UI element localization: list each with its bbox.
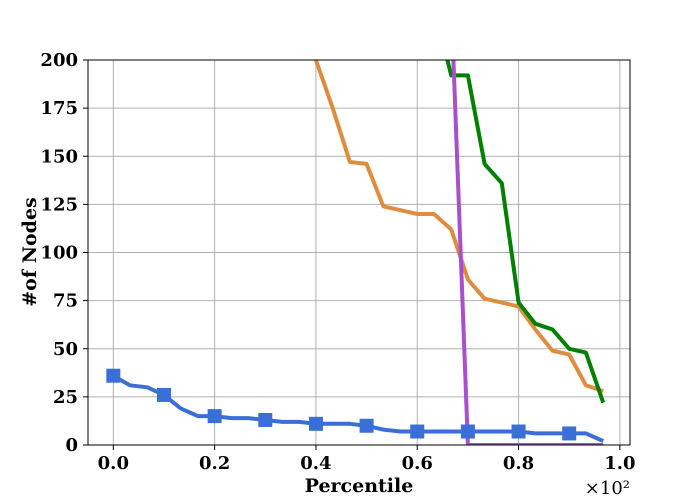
ticks: 0.0 0.2 0.4 0.6 0.8 1.0 0 25 50 75 100 125 150 175 200: [40, 50, 635, 474]
y-tick-label: 200: [40, 50, 78, 71]
x-tick-label: 1.0: [604, 453, 635, 474]
x-scale-label: ×10²: [585, 478, 630, 499]
series-group: [112, 60, 606, 445]
grid: [88, 59, 630, 446]
series-0-marker: [106, 368, 121, 383]
series-2-line: [445, 60, 606, 404]
x-tick-label: 0.6: [402, 453, 433, 474]
y-axis-label: #of Nodes: [19, 197, 41, 307]
x-tick-label: 0.8: [503, 453, 534, 474]
y-tick-label: 125: [40, 194, 78, 215]
y-tick-label: 25: [53, 387, 78, 408]
x-tick-label: 0.2: [199, 453, 230, 474]
y-tick-label: 75: [53, 291, 78, 312]
series-0-marker: [460, 424, 475, 439]
series-0-marker: [562, 426, 577, 441]
x-tick-label: 0.4: [300, 453, 331, 474]
series-0-line: [112, 373, 605, 443]
y-tick-label: 175: [40, 98, 78, 119]
marker-group: [106, 368, 577, 441]
series-0-marker: [207, 409, 222, 424]
y-tick-label: 50: [53, 339, 78, 360]
series-0-marker: [359, 418, 374, 433]
series-0-marker: [258, 412, 273, 427]
series-0-marker: [410, 424, 425, 439]
y-tick-label: 150: [40, 146, 78, 167]
series-0-marker: [308, 416, 323, 431]
y-tick-label: 0: [65, 435, 78, 456]
series-0-marker: [511, 424, 526, 439]
y-tick-label: 100: [40, 243, 78, 264]
x-axis-label: Percentile: [305, 475, 414, 497]
series-3-line: [451, 60, 604, 445]
series-0-marker: [156, 387, 171, 402]
x-tick-label: 0.0: [98, 453, 129, 474]
